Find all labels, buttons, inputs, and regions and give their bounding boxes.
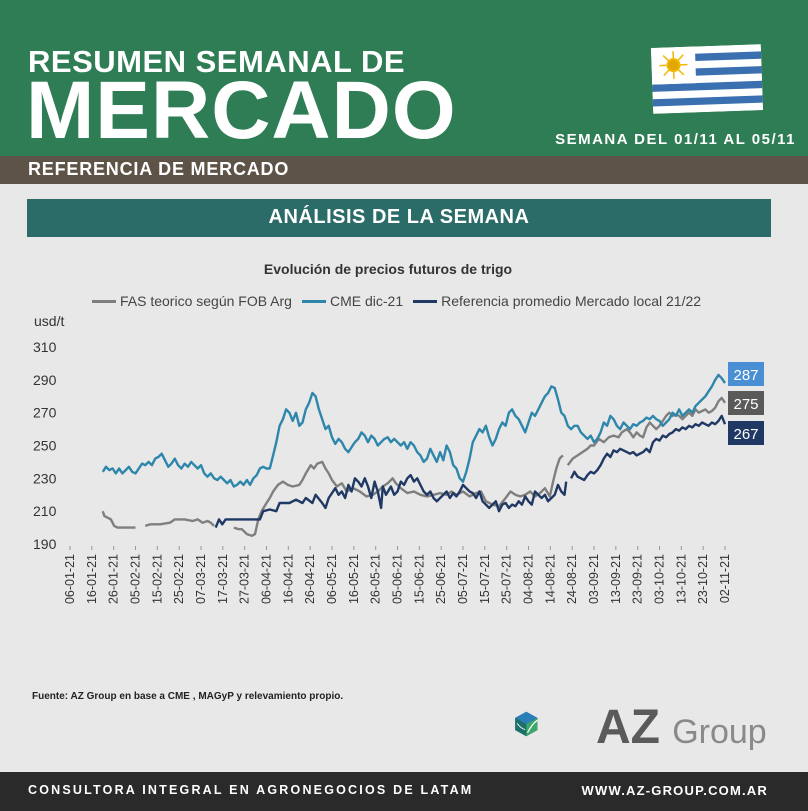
legend-swatch-fas xyxy=(92,299,116,303)
x-tick-label: 03-09-21 xyxy=(587,554,601,604)
x-tick-label: 24-08-21 xyxy=(565,554,579,604)
legend-swatch-cme xyxy=(301,299,326,303)
x-tick-label: 17-03-21 xyxy=(216,554,230,604)
x-tick-label: 14-08-21 xyxy=(543,554,557,604)
y-tick-label: 250 xyxy=(33,438,57,454)
x-tick-label: 26-05-21 xyxy=(369,554,383,604)
footer-website-link[interactable]: WWW.AZ-GROUP.COM.AR xyxy=(581,783,768,798)
x-tick-label: 13-10-21 xyxy=(674,554,688,604)
x-tick-label: 05-02-21 xyxy=(129,554,143,604)
title-big: MERCADO xyxy=(26,65,457,156)
series-line-2 xyxy=(214,414,727,529)
end-label-box-0 xyxy=(728,391,764,415)
x-tick-label: 16-05-21 xyxy=(347,554,361,604)
x-tick-label: 07-03-21 xyxy=(194,554,208,604)
x-tick-label: 25-02-21 xyxy=(172,554,186,604)
legend-label-fas: FAS teorico según FOB Arg xyxy=(120,293,292,309)
y-axis-label: usd/t xyxy=(34,313,64,329)
end-label-box-2 xyxy=(728,421,764,445)
source-note: Fuente: AZ Group en base a CME , MAGyP y… xyxy=(32,691,344,702)
x-tick-label: 26-04-21 xyxy=(303,554,317,604)
x-tick-label: 15-02-21 xyxy=(150,554,164,604)
y-tick-label: 270 xyxy=(33,405,57,421)
series-line-0 xyxy=(101,396,726,537)
x-tick-label: 04-08-21 xyxy=(522,554,536,604)
legend-item-fas: FAS teorico según FOB Arg xyxy=(92,293,292,309)
x-tick-label: 25-07-21 xyxy=(500,554,514,604)
x-tick-label: 03-10-21 xyxy=(653,554,667,604)
x-tick-label: 13-09-21 xyxy=(609,554,623,604)
footer-tagline: CONSULTORA INTEGRAL EN AGRONEGOCIOS DE L… xyxy=(28,783,474,797)
chart-legend: FAS teorico según FOB Arg CME dic-21 Ref… xyxy=(92,293,701,309)
series-line-1 xyxy=(101,373,726,488)
y-tick-label: 210 xyxy=(33,503,57,519)
logo-text: AZ Group xyxy=(596,700,767,755)
subheader-bar: REFERENCIA DE MERCADO xyxy=(0,156,808,184)
x-tick-label: 25-06-21 xyxy=(434,554,448,604)
y-tick-label: 190 xyxy=(33,536,57,552)
x-tick-label: 27-03-21 xyxy=(238,554,252,604)
price-chart: usd/t 190 210 230 250 270 290 310 06-01-21 16-01-… xyxy=(33,313,764,604)
x-tick-label: 16-04-21 xyxy=(281,554,295,604)
end-label-2: 267 xyxy=(733,426,758,443)
x-tick-label: 16-01-21 xyxy=(85,554,99,604)
x-tick-label: 15-06-21 xyxy=(412,554,426,604)
x-tick-label: 05-07-21 xyxy=(456,554,470,604)
x-tick-label: 15-07-21 xyxy=(478,554,492,604)
chart-title: Evolución de precios futuros de trigo xyxy=(263,261,513,277)
legend-item-cme: CME dic-21 xyxy=(301,293,404,309)
legend-item-ref: Referencia promedio Mercado local 21/22 xyxy=(413,293,701,309)
week-label: SEMANA DEL 01/11 AL 05/11 xyxy=(555,131,796,148)
footer-bar: CONSULTORA INTEGRAL EN AGRONEGOCIOS DE L… xyxy=(0,772,808,811)
logo-text-bold: AZ xyxy=(596,701,660,754)
title-small: RESUMEN SEMANAL DE xyxy=(28,44,406,79)
x-tick-label: 06-05-21 xyxy=(325,554,339,604)
y-tick-label: 290 xyxy=(33,372,57,388)
logo-text-light: Group xyxy=(672,713,767,751)
legend-swatch-ref xyxy=(413,299,438,303)
subheader-label: REFERENCIA DE MERCADO xyxy=(28,159,290,179)
end-label-0: 275 xyxy=(733,396,758,413)
y-tick-label: 230 xyxy=(33,470,57,486)
x-tick-label: 02-11-21 xyxy=(718,554,732,603)
end-label-box-1 xyxy=(728,362,764,386)
uruguay-flag-icon xyxy=(650,44,764,114)
az-group-logo-icon xyxy=(515,711,538,737)
legend-label-cme: CME dic-21 xyxy=(329,293,404,309)
x-tick-label: 05-06-21 xyxy=(391,554,405,604)
section-title: ANÁLISIS DE LA SEMANA xyxy=(268,206,530,228)
section-title-bar: ANÁLISIS DE LA SEMANA xyxy=(27,199,771,237)
x-tick-label: 06-04-21 xyxy=(260,554,274,604)
x-tick-label: 06-01-21 xyxy=(63,554,77,604)
legend-label-ref: Referencia promedio Mercado local 21/22 xyxy=(441,293,702,309)
x-tick-label: 23-09-21 xyxy=(631,554,645,604)
y-tick-label: 310 xyxy=(33,339,57,355)
x-tick-label: 26-01-21 xyxy=(107,554,121,604)
x-tick-label: 23-10-21 xyxy=(696,554,710,604)
end-label-1: 287 xyxy=(733,367,758,384)
